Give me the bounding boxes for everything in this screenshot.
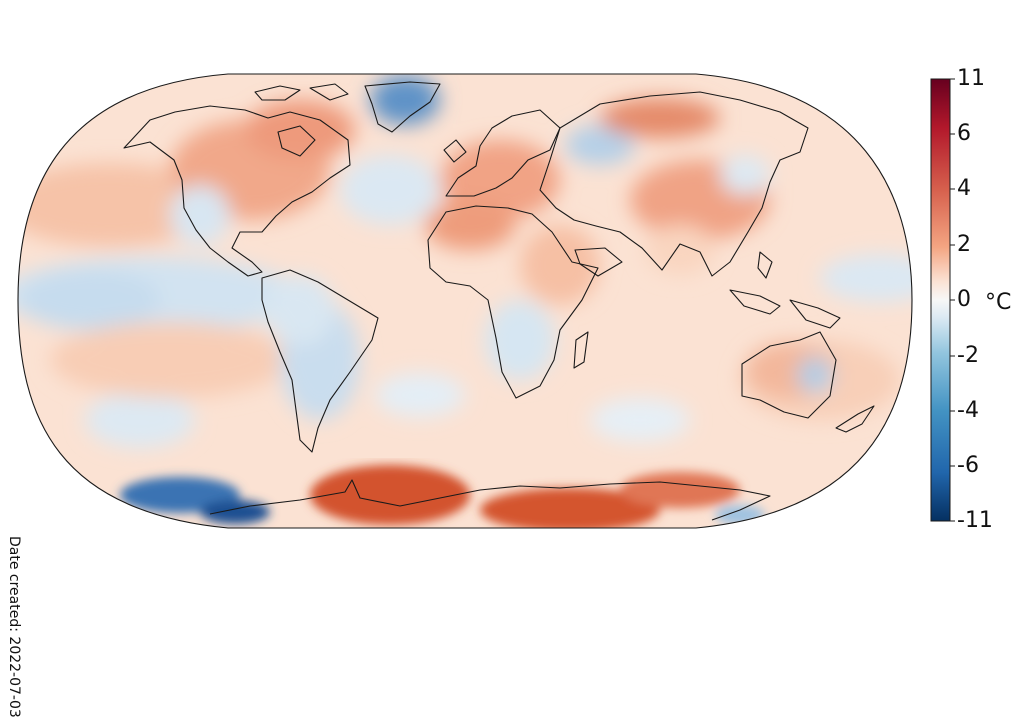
colorbar-tick-label: 0 — [957, 287, 971, 312]
map-border — [17, 73, 913, 529]
colorbar-tick-label: 11 — [957, 66, 985, 91]
colorbar-tick-label: -6 — [957, 453, 979, 478]
colorbar-tick-label: 2 — [957, 232, 971, 257]
colorbar-tick-label: -11 — [957, 508, 993, 533]
temperature-anomaly-map — [17, 73, 955, 529]
coastlines — [123, 81, 875, 521]
colorbar-tick-label: 6 — [957, 121, 971, 146]
colorbar-unit-label: °C — [985, 290, 1012, 315]
anomaly-field — [18, 74, 912, 528]
colorbar — [930, 78, 951, 522]
colorbar-tick-label: 4 — [957, 176, 971, 201]
colorbar-tick-label: -2 — [957, 343, 979, 368]
colorbar-ticks — [950, 78, 955, 522]
colorbar-tick-label: -4 — [957, 398, 979, 423]
date-created-label: Date created: 2022-07-03 — [6, 536, 22, 718]
